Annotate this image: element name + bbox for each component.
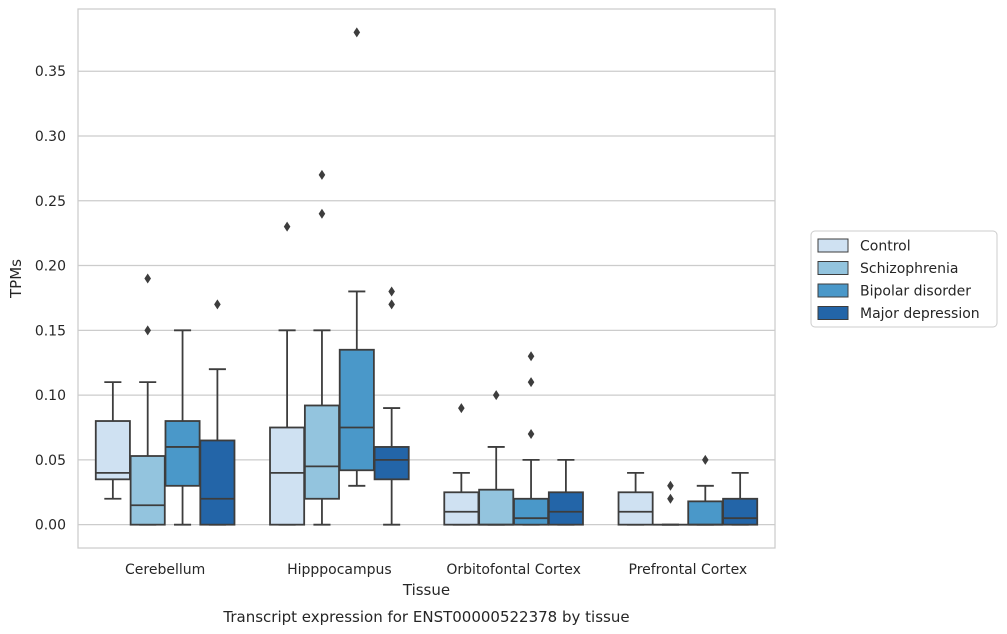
- outlier-point: [667, 480, 674, 491]
- box-body: [269, 426, 306, 526]
- box-body: [617, 491, 654, 526]
- box-body: [94, 420, 131, 481]
- plot-frame: [77, 8, 776, 549]
- legend-swatch: [817, 283, 849, 298]
- box: [653, 480, 688, 526]
- box: [199, 299, 236, 526]
- box: [722, 471, 759, 526]
- box: [687, 454, 724, 526]
- box: [94, 381, 131, 500]
- y-tick-label: 0.10: [35, 388, 66, 404]
- series-bipolar-disorder: [164, 27, 724, 526]
- x-axis-label: Tissue: [402, 581, 450, 599]
- outlier-point: [144, 325, 151, 336]
- legend-swatch: [817, 306, 849, 320]
- box-body: [164, 420, 201, 487]
- x-tick-label: Prefrontal Cortex: [629, 562, 748, 578]
- box: [164, 329, 201, 526]
- box: [513, 351, 550, 526]
- outlier-point: [667, 493, 674, 504]
- box-body: [199, 439, 236, 526]
- box: [303, 169, 340, 526]
- box: [547, 458, 584, 526]
- outlier-point: [388, 286, 395, 297]
- y-axis-label: TPMs: [7, 259, 25, 299]
- outlier-point: [353, 27, 361, 38]
- outlier-point: [527, 377, 535, 388]
- box-body: [373, 446, 410, 481]
- box-body: [722, 497, 759, 526]
- outlier-point: [492, 390, 500, 401]
- outlier-point: [527, 428, 535, 439]
- box-body: [338, 348, 375, 472]
- box: [617, 471, 654, 526]
- outlier-point: [144, 273, 151, 284]
- box-body: [443, 491, 480, 526]
- legend-entry: Control: [860, 239, 911, 255]
- legend-entry: Schizophrenia: [860, 261, 958, 277]
- y-tick-label: 0.25: [35, 194, 66, 210]
- box: [443, 403, 480, 526]
- chart-caption: Transcript expression for ENST0000052237…: [222, 608, 629, 626]
- legend-frame: [810, 230, 998, 328]
- box-body: [303, 404, 340, 500]
- box-body: [513, 497, 550, 526]
- legend-swatch: [817, 238, 849, 253]
- series-control: [94, 221, 654, 526]
- box: [373, 286, 410, 526]
- box-body: [547, 491, 584, 526]
- outlier-point: [527, 351, 535, 362]
- box-body: [687, 500, 724, 526]
- outlier-point: [458, 403, 465, 414]
- y-tick-label: 0.35: [35, 64, 66, 80]
- box: [338, 27, 375, 487]
- box: [269, 221, 306, 526]
- box: [129, 273, 166, 526]
- outlier-point: [318, 208, 326, 219]
- box-series: [94, 27, 759, 526]
- legend: Control Schizophrenia Bipolar disorder Majo…: [810, 230, 998, 328]
- legend-entry: Major depression: [860, 306, 980, 322]
- series-major-depression: [199, 286, 759, 526]
- y-tick-label: 0.15: [35, 323, 66, 339]
- legend-swatch: [817, 261, 849, 275]
- x-tick-label: Hipppocampus: [287, 562, 392, 578]
- box: [478, 390, 515, 526]
- y-axis-ticks: 0.00 0.05 0.10 0.15 0.20 0.25 0.30 0.35: [35, 64, 66, 533]
- outlier-point: [388, 299, 395, 310]
- series-schizophrenia: [129, 169, 688, 526]
- box-body: [478, 488, 515, 526]
- outlier-point: [318, 169, 326, 180]
- box-body: [129, 455, 166, 526]
- x-tick-label: Cerebellum: [125, 562, 205, 578]
- y-tick-label: 0.05: [35, 453, 66, 469]
- outlier-point: [283, 221, 291, 232]
- legend-entry: Bipolar disorder: [860, 284, 971, 300]
- x-tick-label: Orbitofontal Cortex: [446, 562, 581, 578]
- outlier-point: [702, 454, 709, 465]
- y-tick-label: 0.20: [35, 259, 66, 275]
- x-axis-ticks: Cerebellum Hipppocampus Orbitofontal Corte…: [125, 562, 747, 578]
- y-tick-label: 0.00: [35, 518, 66, 534]
- outlier-point: [214, 299, 221, 310]
- y-tick-label: 0.30: [35, 129, 66, 145]
